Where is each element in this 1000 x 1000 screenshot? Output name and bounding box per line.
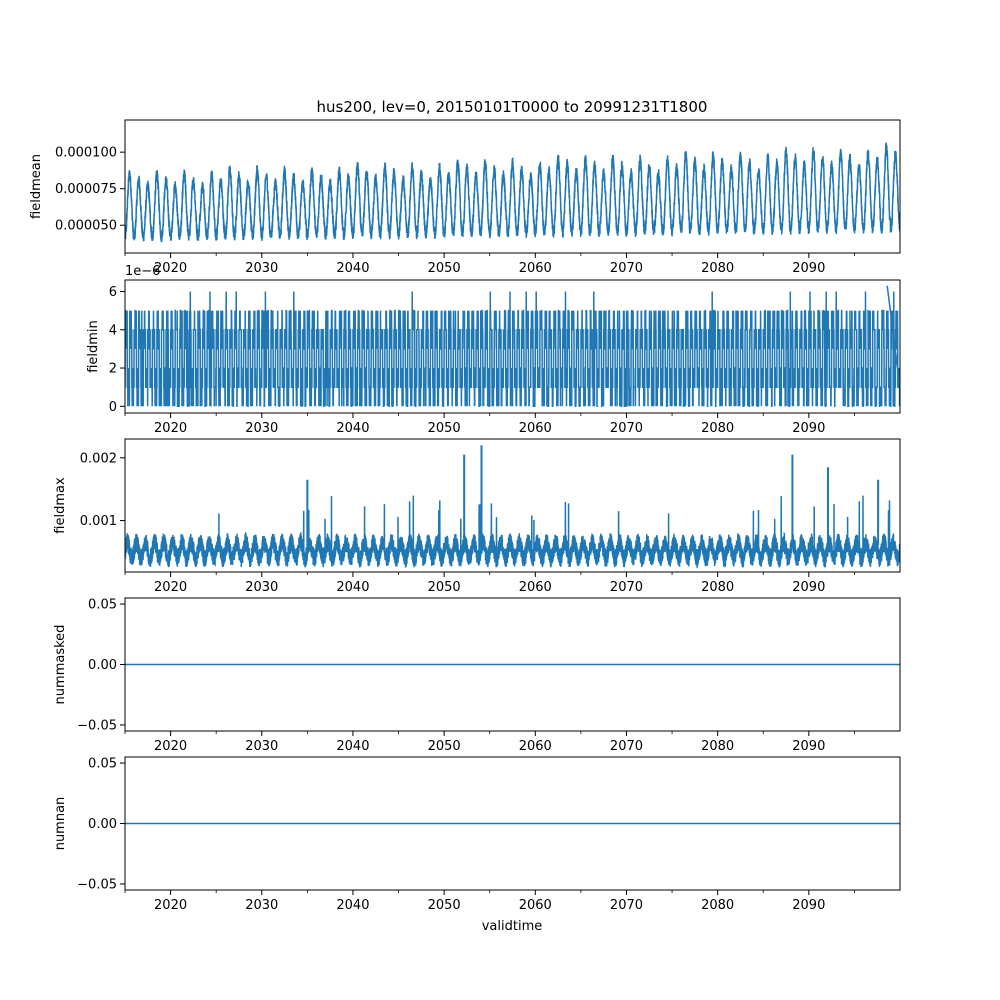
x-axis-label: validtime — [482, 919, 543, 934]
x-tick-label: 2070 — [610, 261, 643, 276]
x-tick-label: 2020 — [154, 261, 187, 276]
subplots: 2020 2030 2040 2050 2060 2070 2080 2090 0.000050… — [29, 119, 901, 913]
x-tick-label: 2030 — [245, 580, 278, 595]
x-tick-label: 2050 — [428, 739, 461, 754]
y-tick-label: −0.05 — [77, 877, 117, 892]
y-tick-label: 0.000100 — [55, 146, 117, 161]
y-tick-label: 0.000075 — [55, 182, 117, 197]
x-tick-label: 2050 — [428, 580, 461, 595]
y-tick-label: 4 — [109, 323, 117, 338]
x-tick-label: 2080 — [701, 261, 734, 276]
y-tick-label: 0.05 — [88, 598, 117, 613]
x-tick-label: 2040 — [336, 261, 369, 276]
x-tick-label: 2050 — [428, 261, 461, 276]
y-tick-label: 0 — [109, 400, 117, 415]
axes-frame — [124, 279, 901, 414]
x-tick-label: 2020 — [154, 739, 187, 754]
subplot-nummasked: 2020 2030 2040 2050 2060 2070 2080 2090 −0.05 0.0… — [53, 597, 901, 754]
x-tick-label: 2090 — [792, 421, 825, 436]
y-tick-label: 0.000050 — [55, 219, 117, 234]
x-tick-label: 2090 — [792, 261, 825, 276]
axes-frame — [124, 438, 901, 573]
axes-frame — [124, 119, 901, 254]
y-tick-label: −0.05 — [77, 718, 117, 733]
subplot-fieldmax: 2020 2030 2040 2050 2060 2070 2080 2090 0.001 0.0… — [53, 438, 901, 595]
x-tick-label: 2080 — [701, 580, 734, 595]
subplot-numnan: 2020 2030 2040 2050 2060 2070 2080 2090 −0.05 0.0… — [53, 756, 901, 913]
x-tick-label: 2080 — [701, 739, 734, 754]
x-tick-label: 2040 — [336, 421, 369, 436]
x-tick-label: 2060 — [519, 580, 552, 595]
x-tick-label: 2070 — [610, 580, 643, 595]
x-tick-label: 2080 — [701, 898, 734, 913]
x-tick-label: 2060 — [519, 421, 552, 436]
x-tick-label: 2030 — [245, 421, 278, 436]
x-tick-label: 2080 — [701, 421, 734, 436]
chart-title: hus200, lev=0, 20150101T0000 to 20991231… — [317, 98, 708, 116]
x-tick-label: 2090 — [792, 739, 825, 754]
y-axis-label: fieldmax — [53, 477, 68, 534]
x-tick-label: 2070 — [610, 421, 643, 436]
y-axis-label: fieldmean — [29, 154, 44, 219]
x-tick-label: 2090 — [792, 898, 825, 913]
y-tick-label: 0.05 — [88, 757, 117, 772]
x-tick-label: 2070 — [610, 898, 643, 913]
x-tick-label: 2030 — [245, 261, 278, 276]
x-tick-label: 2040 — [336, 898, 369, 913]
x-tick-label: 2040 — [336, 580, 369, 595]
y-offset-text: 1e−6 — [125, 264, 160, 279]
x-tick-label: 2060 — [519, 898, 552, 913]
y-tick-label: 0.00 — [88, 658, 117, 673]
x-tick-label: 2060 — [519, 739, 552, 754]
series-line — [125, 495, 900, 569]
x-tick-label: 2020 — [154, 580, 187, 595]
series-line — [125, 142, 900, 243]
x-tick-label: 2020 — [154, 421, 187, 436]
x-tick-label: 2020 — [154, 898, 187, 913]
y-axis-label: numnan — [53, 797, 68, 851]
y-tick-label: 0.002 — [80, 451, 117, 466]
x-tick-label: 2050 — [428, 898, 461, 913]
y-axis-label: fieldmin — [86, 320, 101, 373]
x-tick-label: 2050 — [428, 421, 461, 436]
x-tick-label: 2030 — [245, 898, 278, 913]
x-tick-label: 2030 — [245, 739, 278, 754]
series-line — [125, 285, 900, 408]
subplot-fieldmean: 2020 2030 2040 2050 2060 2070 2080 2090 0.000050… — [29, 119, 901, 276]
y-tick-label: 2 — [109, 362, 117, 377]
x-tick-label: 2070 — [610, 739, 643, 754]
x-tick-label: 2040 — [336, 739, 369, 754]
y-tick-label: 0.00 — [88, 817, 117, 832]
subplot-fieldmin: 2020 2030 2040 2050 2060 2070 2080 2090 0 2 4 6 1e−6… — [86, 264, 901, 436]
y-axis-label: nummasked — [53, 625, 68, 705]
y-tick-label: 0.001 — [80, 514, 117, 529]
x-tick-label: 2060 — [519, 261, 552, 276]
x-tick-label: 2090 — [792, 580, 825, 595]
y-tick-label: 6 — [109, 285, 117, 300]
